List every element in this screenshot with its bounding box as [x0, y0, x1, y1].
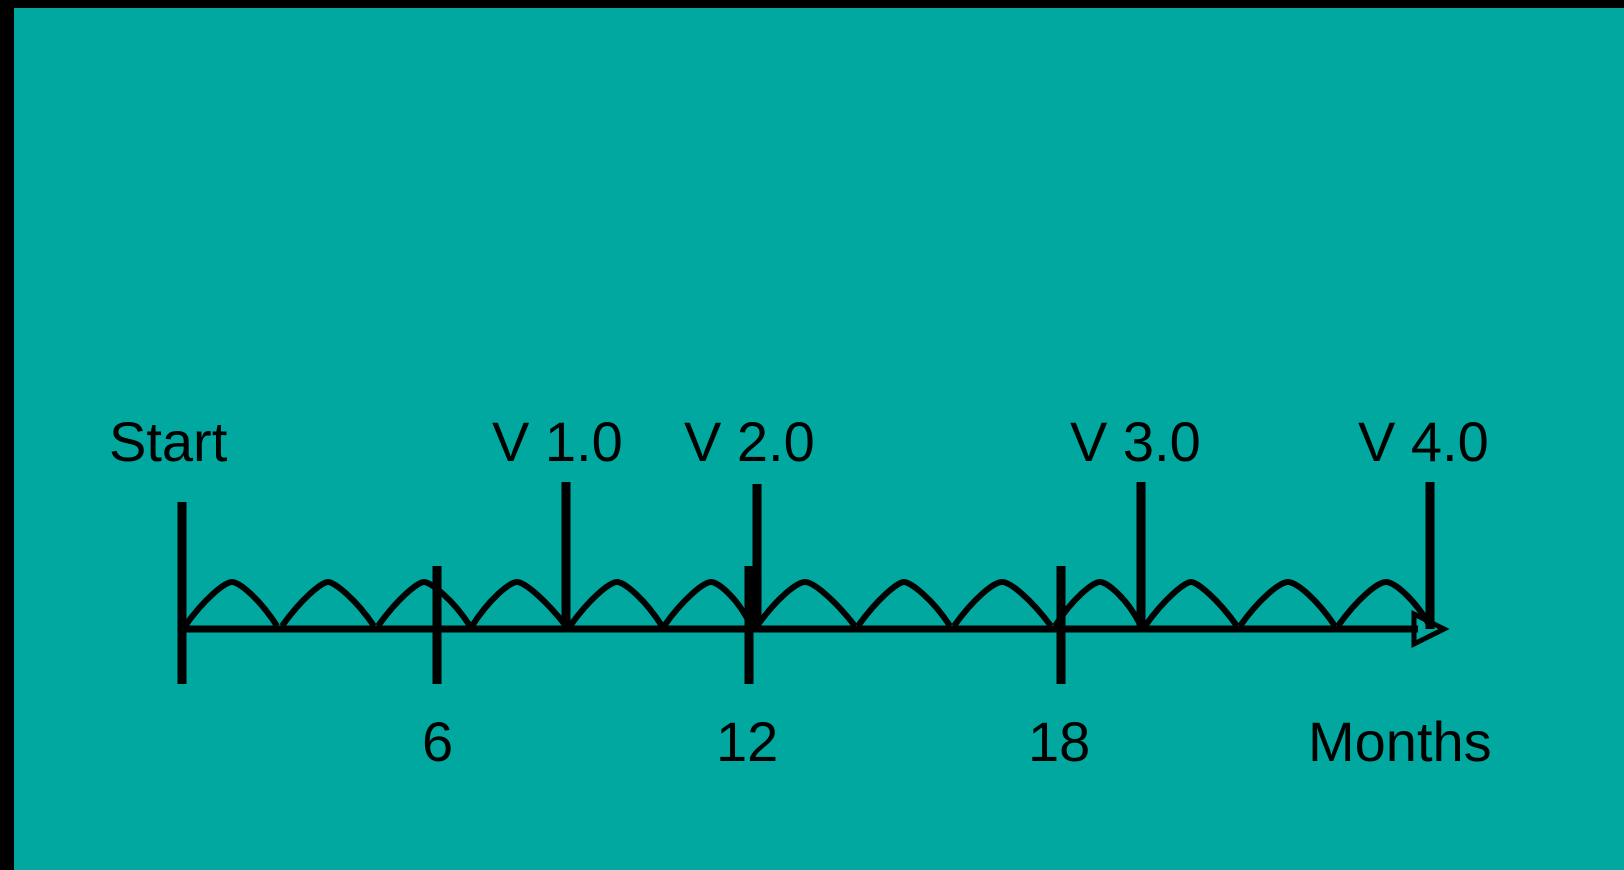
month-tick-6-label: 6: [422, 710, 453, 773]
iteration-arc-13: [1335, 578, 1433, 628]
iteration-arc-8: [855, 578, 953, 628]
iteration-arc-3: [375, 578, 473, 628]
iteration-arcs: [182, 578, 1433, 628]
month-tick-12-label: 12: [716, 710, 778, 773]
version-4-label: V 4.0: [1358, 410, 1489, 473]
iteration-arc-9: [951, 578, 1054, 628]
version-3-label: V 3.0: [1070, 410, 1201, 473]
iteration-arc-2: [279, 578, 377, 628]
iteration-arc-4: [469, 578, 569, 628]
iteration-arc-5: [567, 578, 665, 628]
months-axis-label: Months: [1308, 710, 1492, 773]
iteration-arc-12: [1237, 578, 1338, 628]
iteration-arc-1: [182, 578, 280, 628]
iteration-arc-10: [1052, 578, 1144, 628]
month-tick-18-label: 18: [1028, 710, 1090, 773]
version-2-label: V 2.0: [684, 410, 815, 473]
iteration-arc-6: [661, 578, 754, 628]
iteration-arc-7: [754, 578, 858, 628]
version-1-label: V 1.0: [492, 410, 623, 473]
start-label: Start: [109, 410, 228, 473]
slide-background: [14, 8, 1624, 870]
iteration-arc-11: [1142, 578, 1240, 628]
